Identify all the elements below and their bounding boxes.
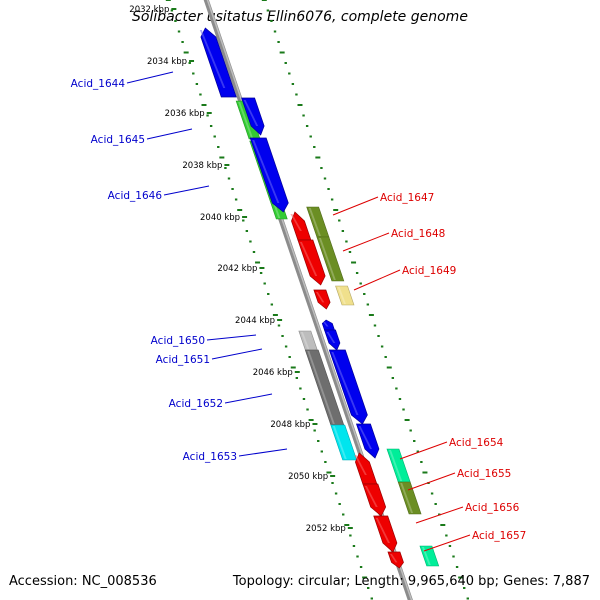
- ruler-label: 2036 kbp: [165, 109, 205, 119]
- gene-arrow-acid-1647[interactable]: [291, 211, 312, 241]
- gene-arrow-highlight: [290, 214, 302, 231]
- ruler-label: 2032 kbp: [129, 5, 169, 15]
- gene-label-acid-1650[interactable]: Acid_1650: [151, 335, 205, 347]
- ruler-label: 2038 kbp: [182, 161, 222, 171]
- gene-arrow-highlight: [199, 30, 226, 88]
- leader-line: [332, 196, 379, 216]
- cog-block-highlight: [238, 102, 254, 138]
- cog-block-highlight: [318, 238, 336, 280]
- gene-arrow-highlight: [375, 518, 390, 543]
- genome-summary-text: Topology: circular; Length: 9,965,640 bp…: [232, 574, 590, 589]
- gene-arrow-highlight: [358, 426, 373, 449]
- cog-block-highlight: [300, 332, 310, 349]
- ruler-label: 2042 kbp: [217, 264, 257, 274]
- gene-arrow-highlight: [364, 486, 378, 507]
- cog-block-highlight: [400, 483, 414, 513]
- leader-line: [146, 128, 193, 140]
- gene-label-acid-1655[interactable]: Acid_1655: [457, 468, 511, 480]
- cog-block-highlight: [421, 547, 431, 565]
- ruler-label: 2052 kbp: [306, 524, 346, 534]
- cog-block-highlight: [337, 287, 346, 304]
- gene-label-acid-1652[interactable]: Acid_1652: [169, 398, 223, 410]
- gene-arrow-highlight: [323, 322, 329, 327]
- leader-line: [423, 534, 471, 552]
- leader-line: [353, 269, 401, 291]
- gene-arrow-highlight: [299, 242, 318, 276]
- gene-arrow-highlight: [326, 332, 336, 343]
- gene-arrow-highlight: [331, 352, 359, 415]
- ruler-label: 2040 kbp: [200, 213, 240, 223]
- leader-line: [224, 393, 273, 404]
- gene-label-acid-1657[interactable]: Acid_1657: [472, 530, 526, 542]
- gene-arrow-acid-1644[interactable]: [200, 27, 237, 98]
- gene-label-acid-1645[interactable]: Acid_1645: [91, 134, 145, 146]
- gene-arrow-acid-1655[interactable]: [362, 483, 387, 517]
- gene-arrow-highlight: [315, 292, 325, 303]
- gene-label-acid-1651[interactable]: Acid_1651: [156, 354, 210, 366]
- ruler-label: 2048 kbp: [270, 420, 310, 430]
- gene-arrow-highlight: [252, 140, 280, 203]
- ruler-label: 2044 kbp: [235, 316, 275, 326]
- cog-block-highlight: [308, 208, 321, 236]
- leader-line: [238, 448, 288, 457]
- leader-line: [399, 441, 448, 460]
- leader-line: [211, 348, 263, 360]
- gene-arrow-highlight: [389, 554, 398, 563]
- gene-label-acid-1653[interactable]: Acid_1653: [183, 451, 237, 463]
- accession-text: Accession: NC_008536: [9, 574, 157, 589]
- gene-label-acid-1654[interactable]: Acid_1654: [449, 437, 504, 449]
- cog-block-highlight: [307, 351, 335, 424]
- cog-block-highlight: [388, 450, 403, 481]
- gene-label-acid-1646[interactable]: Acid_1646: [108, 190, 163, 202]
- leader-line: [342, 232, 390, 252]
- ruler-label: 2050 kbp: [288, 472, 328, 482]
- leader-line: [415, 506, 464, 524]
- gene-arrow-acid-1650[interactable]: [321, 319, 335, 331]
- gene-arrow-highlight: [243, 100, 259, 126]
- leader-line: [163, 185, 210, 196]
- leader-line: [206, 334, 257, 341]
- gene-arrow-acid-1654[interactable]: [355, 452, 378, 485]
- leader-line: [126, 71, 174, 84]
- gene-label-acid-1648[interactable]: Acid_1648: [391, 228, 445, 240]
- gene-arrow-highlight: [354, 455, 367, 475]
- cog-block-highlight: [332, 426, 347, 459]
- ruler-label: 2034 kbp: [147, 57, 187, 67]
- gene-label-acid-1656[interactable]: Acid_1656: [465, 502, 520, 514]
- gene-label-acid-1647[interactable]: Acid_1647: [380, 192, 434, 204]
- gene-label-acid-1644[interactable]: Acid_1644: [71, 78, 126, 90]
- leader-line: [407, 472, 456, 491]
- ruler-label: 2046 kbp: [253, 368, 293, 378]
- gene-label-acid-1649[interactable]: Acid_1649: [402, 265, 456, 277]
